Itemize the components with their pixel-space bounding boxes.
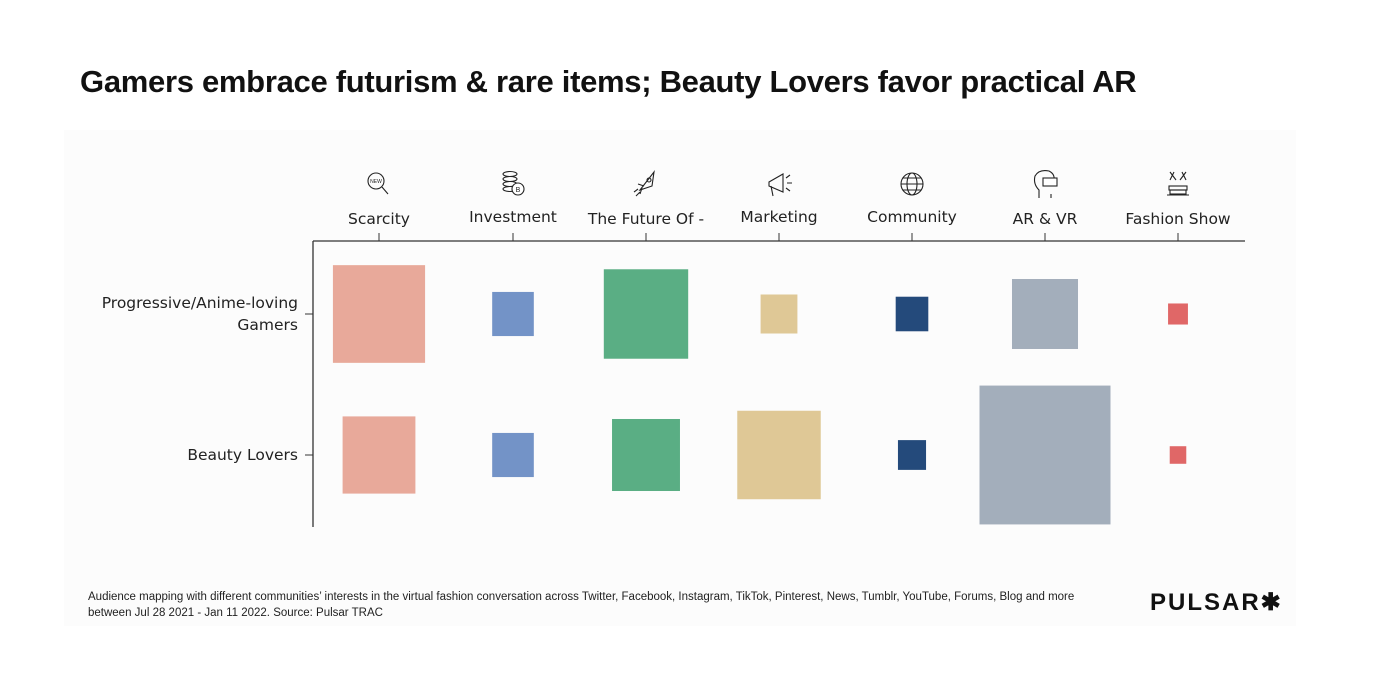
globe-icon [900, 172, 924, 196]
square-fashion-show-row1 [1168, 303, 1188, 325]
row-label-beauty-lovers: Beauty Lovers [187, 446, 298, 464]
vr-headset-icon [1033, 170, 1058, 198]
square-marketing-row1 [760, 294, 798, 334]
new-magnifier-icon: NEW [367, 172, 389, 195]
square-ar-vr-row2 [979, 385, 1111, 525]
column-label: Community [867, 208, 957, 226]
square-scarcity-row2 [342, 416, 416, 494]
svg-text:B: B [516, 187, 521, 194]
square-ar-vr-row1 [1011, 279, 1079, 349]
square-marketing-row2 [737, 410, 821, 500]
chart-panel [64, 130, 1296, 626]
square-the-future-of-row1 [603, 269, 689, 359]
coin-stack-bitcoin-icon: B [502, 170, 525, 196]
square-scarcity-row1 [332, 265, 426, 363]
column-label: Scarcity [348, 210, 410, 228]
megaphone-icon [768, 173, 792, 197]
chart-title: Gamers embrace futurism & rare items; Be… [80, 64, 1137, 99]
square-investment-row2 [492, 432, 534, 478]
square-fashion-show-row2 [1169, 446, 1187, 464]
svg-text:NEW: NEW [370, 179, 382, 185]
square-investment-row1 [492, 291, 534, 337]
sewing-machine-icon [1167, 171, 1189, 196]
row-label-gamers: Progressive/Anime-loving Gamers [101, 294, 298, 334]
column-label: The Future Of - [587, 210, 704, 228]
column-label: Fashion Show [1125, 210, 1231, 228]
column-label: Marketing [740, 208, 817, 226]
square-the-future-of-row2 [612, 418, 680, 492]
pulsar-logo: PULSAR✱ [1150, 589, 1283, 616]
square-community-row1 [895, 296, 929, 332]
rocket-icon [633, 170, 655, 197]
column-label: AR & VR [1013, 210, 1078, 228]
square-community-row2 [897, 440, 927, 470]
source-note: Audience mapping with different communit… [88, 591, 1075, 619]
column-label: Investment [469, 208, 557, 226]
